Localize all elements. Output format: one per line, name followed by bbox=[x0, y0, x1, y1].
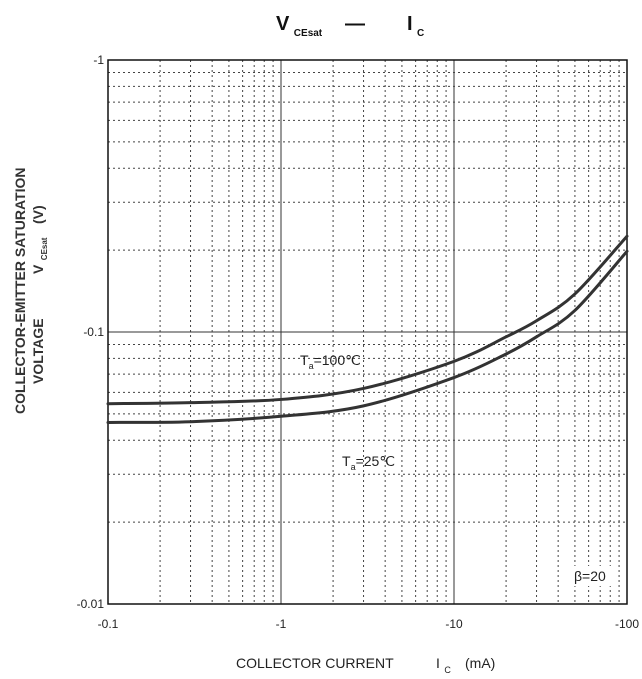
title-ic-symbol: I bbox=[407, 13, 413, 35]
x-tick-label: -10 bbox=[445, 617, 463, 631]
x-axis-label: COLLECTOR CURRENT I C (mA) bbox=[236, 655, 495, 677]
beta-annotation: β=20 bbox=[574, 568, 606, 584]
beta-annotation-bg bbox=[570, 566, 618, 586]
title-vcesat-subscript: CEsat bbox=[294, 28, 323, 39]
title-ic-subscript: C bbox=[417, 28, 424, 39]
y-axis-label: COLLECTOR-EMITTER SATURATION VOLTAGE V C… bbox=[12, 167, 51, 414]
x-tick-label: -0.1 bbox=[98, 617, 119, 631]
series-line-1 bbox=[106, 249, 629, 424]
series-group bbox=[106, 234, 629, 424]
y-tick-label: -1 bbox=[93, 53, 104, 67]
x-tick-labels: -0.1 -1 -10 -100 bbox=[98, 617, 640, 631]
y-tick-label: -0.1 bbox=[83, 325, 104, 339]
y-axis-label-line2: VOLTAGE V CEsat (V) bbox=[30, 205, 51, 384]
chart-title: V CEsat — I C bbox=[276, 13, 424, 40]
grid bbox=[108, 60, 627, 604]
title-dash: — bbox=[345, 13, 365, 35]
y-tick-labels: -1 -0.1 -0.01 bbox=[77, 53, 105, 611]
series-label-25c: Ta=25℃ bbox=[342, 453, 395, 472]
plot-frame bbox=[107, 59, 628, 605]
x-tick-label: -100 bbox=[615, 617, 639, 631]
x-tick-label: -1 bbox=[276, 617, 287, 631]
title-vcesat-symbol: V bbox=[276, 13, 290, 35]
y-tick-label: -0.01 bbox=[77, 597, 105, 611]
y-axis-label-line1: COLLECTOR-EMITTER SATURATION bbox=[12, 167, 28, 414]
series-label-100c: Ta=100℃ bbox=[300, 352, 361, 371]
series-line-0 bbox=[106, 234, 629, 406]
